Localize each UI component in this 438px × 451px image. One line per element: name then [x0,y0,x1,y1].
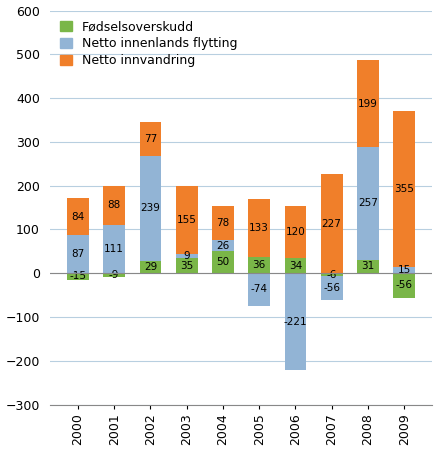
Text: -9: -9 [109,270,120,280]
Text: 88: 88 [108,200,121,210]
Bar [212,206,234,240]
Bar [176,254,198,258]
Text: 35: 35 [180,261,193,271]
Legend: Fødselsoverskudd, Netto innenlands flytting, Netto innvandring: Fødselsoverskudd, Netto innenlands flytt… [56,17,241,71]
Bar [285,206,306,258]
Bar [285,273,306,370]
Text: 50: 50 [216,257,230,267]
Bar [103,273,125,277]
Bar [321,174,343,273]
Text: 84: 84 [71,212,85,222]
Bar [393,267,415,273]
Text: 120: 120 [286,227,305,237]
Text: 111: 111 [104,244,124,254]
Text: -221: -221 [284,317,307,327]
Text: 133: 133 [249,223,269,233]
Bar [103,186,125,225]
Bar [248,273,270,306]
Bar [248,258,270,273]
Text: 15: 15 [398,265,411,275]
Text: -56: -56 [396,281,413,290]
Bar [140,156,161,261]
Bar [212,240,234,251]
Text: -56: -56 [323,283,340,293]
Bar [248,199,270,258]
Text: 31: 31 [361,262,374,272]
Bar [176,186,198,254]
Text: 257: 257 [358,198,378,208]
Text: 29: 29 [144,262,157,272]
Bar [357,60,379,147]
Bar [357,260,379,273]
Text: 355: 355 [394,184,414,194]
Text: 199: 199 [358,99,378,109]
Text: 87: 87 [71,249,85,259]
Bar [176,258,198,273]
Text: 77: 77 [144,134,157,144]
Text: 227: 227 [322,219,342,229]
Text: -6: -6 [326,270,337,280]
Text: 155: 155 [177,215,197,225]
Bar [393,111,415,267]
Bar [393,273,415,298]
Text: 239: 239 [141,203,160,213]
Bar [321,276,343,300]
Text: 9: 9 [184,251,190,261]
Bar [212,251,234,273]
Text: 34: 34 [289,261,302,271]
Bar [140,122,161,156]
Bar [67,235,89,273]
Bar [321,273,343,276]
Text: -15: -15 [70,272,86,281]
Text: 78: 78 [216,218,230,228]
Bar [285,258,306,273]
Bar [140,261,161,273]
Text: -74: -74 [251,285,268,295]
Text: 36: 36 [253,260,266,270]
Bar [103,225,125,273]
Bar [357,147,379,260]
Bar [67,198,89,235]
Bar [67,273,89,280]
Text: 26: 26 [216,241,230,251]
